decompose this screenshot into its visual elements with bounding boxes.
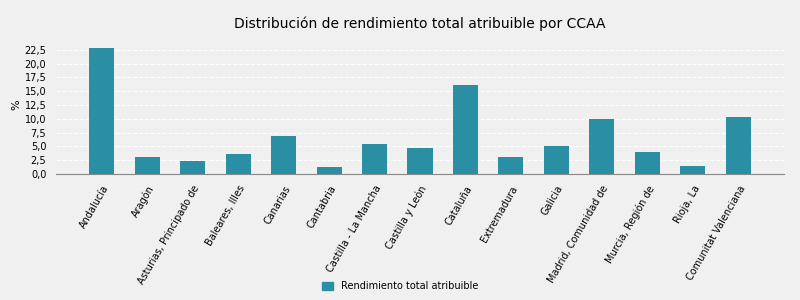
Y-axis label: %: % bbox=[12, 100, 22, 110]
Bar bbox=[226, 154, 250, 174]
Bar bbox=[544, 146, 569, 174]
Bar bbox=[89, 48, 114, 174]
Bar bbox=[134, 157, 159, 174]
Bar bbox=[407, 148, 433, 174]
Bar bbox=[362, 144, 387, 174]
Bar bbox=[180, 161, 205, 174]
Title: Distribución de rendimiento total atribuible por CCAA: Distribución de rendimiento total atribu… bbox=[234, 16, 606, 31]
Bar bbox=[681, 166, 706, 174]
Bar bbox=[498, 157, 523, 174]
Bar bbox=[453, 85, 478, 174]
Bar bbox=[271, 136, 296, 174]
Bar bbox=[590, 119, 614, 174]
Bar bbox=[317, 167, 342, 174]
Bar bbox=[726, 117, 751, 174]
Bar bbox=[635, 152, 660, 174]
Legend: Rendimiento total atribuible: Rendimiento total atribuible bbox=[318, 278, 482, 295]
